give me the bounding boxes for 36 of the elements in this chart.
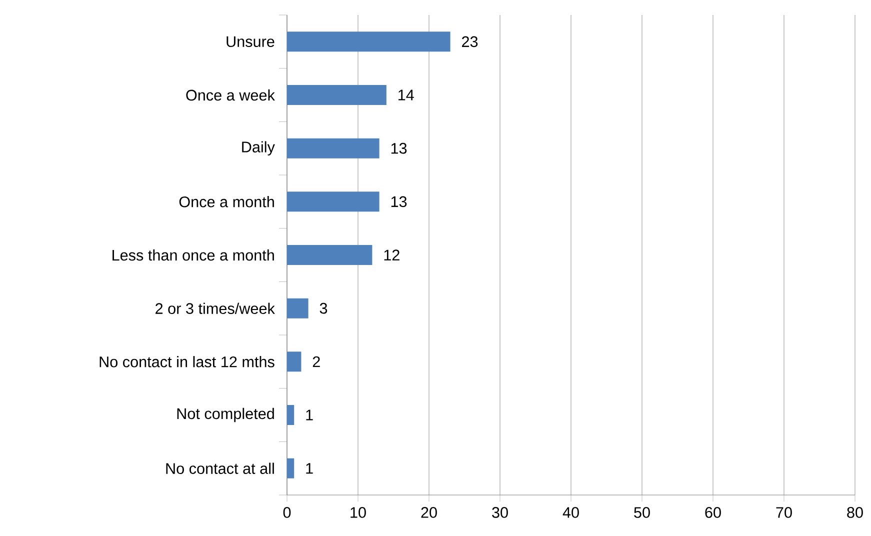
y-tick-label: Not completed	[177, 408, 274, 422]
y-tick-label: Unsure	[226, 36, 274, 48]
y-tick-label: 2 or 3 times/week	[156, 302, 275, 314]
x-tick-label: 30	[492, 507, 508, 518]
x-tick-label: 60	[705, 507, 721, 518]
data-label: 12	[384, 250, 400, 260]
x-tick-label: 80	[847, 507, 863, 518]
bar	[287, 32, 450, 52]
bar	[287, 352, 302, 372]
data-label: 13	[391, 142, 407, 154]
x-tick-label: 40	[562, 507, 579, 518]
bar	[287, 298, 308, 318]
bar	[287, 192, 380, 212]
y-tick-label: Daily	[242, 141, 275, 156]
data-label: 2	[312, 356, 320, 368]
data-label: 14	[398, 90, 414, 100]
y-tick-label: Once a month	[179, 196, 274, 208]
x-tick-label: 10	[350, 507, 366, 518]
bar	[287, 405, 294, 426]
y-tick-label: Once a week	[186, 89, 275, 101]
data-label: 3	[320, 302, 328, 314]
x-tick-label: 20	[421, 507, 437, 518]
bar	[287, 245, 372, 266]
x-tick-label: 0	[283, 507, 291, 518]
y-tick-label: No contact at all	[166, 462, 274, 474]
data-label: 1	[306, 463, 313, 474]
y-tick-label: Less than once a month	[112, 249, 274, 261]
x-tick-label: 70	[776, 507, 792, 518]
data-label: 1	[306, 410, 313, 420]
data-label: 13	[391, 196, 407, 208]
y-tick-label: No contact in last 12 mths	[100, 356, 274, 368]
x-tick-label: 50	[634, 507, 650, 518]
bar	[287, 138, 380, 158]
data-label: 23	[462, 36, 478, 48]
bar	[287, 458, 294, 478]
bar	[287, 85, 386, 106]
